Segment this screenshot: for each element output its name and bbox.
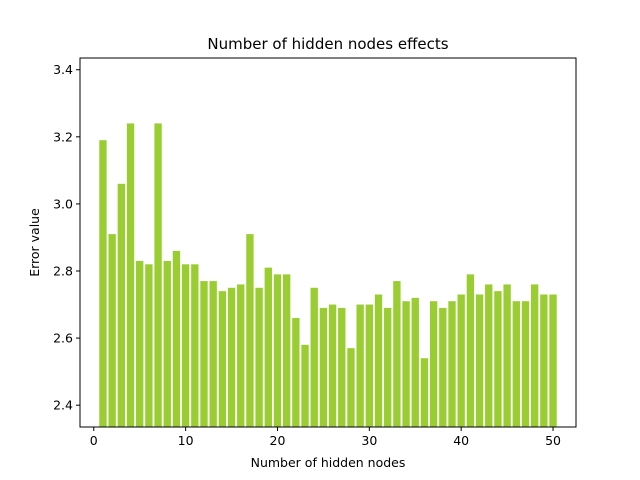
- bar-46: [512, 301, 520, 427]
- bar-25: [319, 307, 328, 427]
- bar-5: [136, 260, 144, 427]
- bar-50: [549, 294, 557, 427]
- y-tick-label: 2.4: [53, 398, 73, 413]
- bar-44: [494, 291, 502, 427]
- bar-24: [310, 287, 318, 427]
- x-tick-label: 20: [270, 433, 286, 448]
- bar-37: [429, 301, 438, 427]
- y-tick-label: 2.6: [53, 331, 73, 346]
- bar-11: [191, 264, 199, 427]
- bar-35: [411, 297, 419, 427]
- x-tick-label: 50: [545, 433, 561, 448]
- bar-10: [181, 264, 190, 427]
- bar-47: [521, 301, 530, 427]
- bar-16: [237, 284, 245, 427]
- y-axis-ticks: 2.4 2.6 2.8 3.0 3.2 3.4: [53, 62, 80, 413]
- x-axis-label: Number of hidden nodes: [251, 455, 406, 470]
- bar-1: [99, 140, 107, 427]
- bar-2: [108, 234, 116, 427]
- x-tick-label: 40: [453, 433, 469, 448]
- bar-21: [282, 274, 291, 427]
- bar-33: [393, 281, 401, 427]
- x-tick-label: 0: [90, 433, 98, 448]
- x-tick-label: 30: [361, 433, 377, 448]
- bar-45: [503, 284, 511, 427]
- bar-30: [365, 304, 374, 427]
- bar-31: [374, 294, 383, 427]
- bar-48: [530, 284, 539, 427]
- bars-group: [99, 123, 557, 427]
- bar-32: [384, 307, 392, 427]
- x-axis-ticks: 0 10 20 30 40 50: [90, 427, 561, 448]
- y-axis-label: Error value: [27, 208, 42, 277]
- chart-title: Number of hidden nodes effects: [207, 35, 448, 53]
- bar-34: [402, 301, 410, 427]
- bar-4: [126, 123, 135, 427]
- bar-40: [457, 294, 465, 427]
- bar-38: [439, 307, 447, 427]
- bar-14: [218, 291, 227, 427]
- y-tick-label: 3.0: [53, 196, 73, 211]
- bar-26: [328, 304, 337, 427]
- bar-43: [485, 284, 493, 427]
- bar-49: [540, 294, 548, 427]
- bar-36: [420, 358, 429, 427]
- bar-29: [356, 304, 364, 427]
- bar-8: [163, 260, 171, 427]
- bar-41: [466, 274, 475, 427]
- bar-39: [448, 301, 456, 427]
- bar-15: [227, 287, 236, 427]
- bar-27: [338, 307, 346, 427]
- bar-9: [172, 250, 181, 427]
- bar-3: [117, 183, 126, 427]
- bar-18: [255, 287, 263, 427]
- bar-20: [273, 274, 282, 427]
- bar-22: [292, 317, 300, 427]
- bar-6: [145, 264, 153, 427]
- y-tick-label: 3.2: [53, 129, 73, 144]
- bar-17: [246, 234, 254, 427]
- bar-23: [301, 344, 309, 427]
- bar-12: [200, 281, 208, 427]
- bar-19: [264, 267, 272, 427]
- y-tick-label: 3.4: [53, 62, 73, 77]
- bar-7: [154, 123, 162, 427]
- y-tick-label: 2.8: [53, 264, 73, 279]
- bar-28: [347, 348, 355, 427]
- bar-42: [475, 294, 484, 427]
- bar-13: [209, 281, 217, 427]
- plot-frame: [79, 57, 577, 428]
- x-tick-label: 10: [178, 433, 194, 448]
